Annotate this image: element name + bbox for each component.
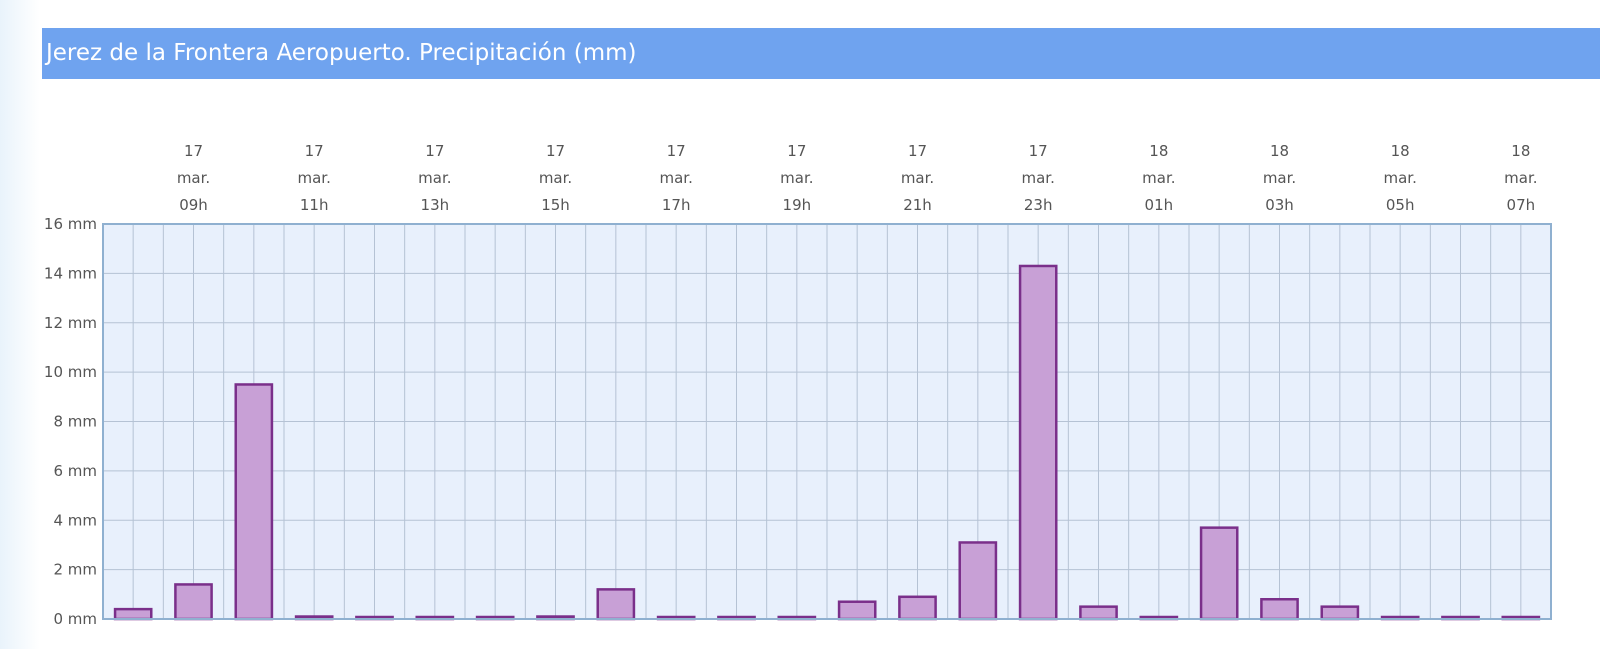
- x-tick-label: 18 mar. 07h: [1504, 142, 1537, 214]
- bar-23h: [1018, 264, 1058, 621]
- y-tick-label: 16 mm: [44, 215, 97, 233]
- bar-03h: [1260, 598, 1299, 621]
- x-tick-label: 17 mar. 11h: [297, 142, 330, 214]
- x-tick-label-line: 09h: [179, 196, 208, 214]
- x-tick-label-line: mar.: [297, 169, 330, 187]
- x-tick-label: 17 mar. 15h: [539, 142, 572, 214]
- plot-frame: [102, 223, 1552, 620]
- bar-04h: [1320, 605, 1360, 621]
- x-tick-label-line: 17: [787, 142, 806, 160]
- background-decoration: [0, 0, 40, 649]
- x-tick-label-line: mar.: [659, 169, 692, 187]
- x-tick-label-line: mar.: [1383, 169, 1416, 187]
- y-tick-label: 4 mm: [53, 511, 97, 529]
- bars: [113, 264, 1541, 621]
- x-axis-ticks: 17 mar. 09h 17 mar. 11h 17 mar. 13h 17 mar. 15h 17 ma…: [177, 142, 1538, 214]
- x-tick-label-line: 23h: [1024, 196, 1053, 214]
- x-tick-label-line: mar.: [1142, 169, 1175, 187]
- x-tick-label-line: mar.: [1504, 169, 1537, 187]
- x-tick-label-line: 17: [184, 142, 203, 160]
- x-tick-label-line: 17: [1029, 142, 1048, 160]
- x-tick-label: 18 mar. 05h: [1383, 142, 1416, 214]
- x-tick-label-line: 01h: [1145, 196, 1174, 214]
- plot-border: [102, 223, 1552, 620]
- y-tick-label: 10 mm: [44, 363, 97, 381]
- x-tick-label-line: 17: [546, 142, 565, 160]
- x-tick-label-line: mar.: [418, 169, 451, 187]
- x-tick-label-line: 13h: [421, 196, 450, 214]
- chart-title: Jerez de la Frontera Aeropuerto. Precipi…: [42, 28, 1600, 79]
- x-tick-label-line: mar.: [1263, 169, 1296, 187]
- x-tick-label: 18 mar. 03h: [1263, 142, 1296, 214]
- x-tick-label-line: 17: [908, 142, 927, 160]
- y-tick-label: 0 mm: [53, 610, 97, 628]
- x-tick-label-line: 15h: [541, 196, 570, 214]
- bar-21h: [898, 595, 937, 621]
- bar-10h: [234, 383, 274, 621]
- x-tick-label-line: 07h: [1507, 196, 1536, 214]
- y-tick-label: 14 mm: [44, 264, 97, 282]
- y-tick-label: 2 mm: [53, 561, 97, 579]
- x-tick-label: 17 mar. 21h: [901, 142, 934, 214]
- y-tick-label: 12 mm: [44, 314, 97, 332]
- x-tick-label: 17 mar. 23h: [1021, 142, 1054, 214]
- bar-08h: [113, 607, 153, 621]
- x-tick-label-line: mar.: [539, 169, 572, 187]
- x-tick-label-line: 18: [1511, 142, 1530, 160]
- x-tick-label-line: 21h: [903, 196, 932, 214]
- x-tick-label-line: 19h: [783, 196, 812, 214]
- x-tick-label-line: 05h: [1386, 196, 1415, 214]
- x-tick-label: 17 mar. 09h: [177, 142, 210, 214]
- x-tick-label-line: 17: [425, 142, 444, 160]
- bar-22h: [958, 541, 998, 621]
- x-tick-label-line: mar.: [177, 169, 210, 187]
- x-tick-label: 17 mar. 19h: [780, 142, 813, 214]
- bar-02h: [1199, 526, 1239, 621]
- y-tick-label: 6 mm: [53, 462, 97, 480]
- bar-16h: [596, 588, 636, 621]
- bar-20h: [837, 600, 877, 621]
- x-tick-label-line: 18: [1270, 142, 1289, 160]
- x-tick-label-line: 17: [667, 142, 686, 160]
- x-tick-label: 17 mar. 13h: [418, 142, 451, 214]
- y-tick-label: 8 mm: [53, 413, 97, 431]
- bar-09h: [174, 583, 213, 621]
- x-tick-label-line: mar.: [780, 169, 813, 187]
- x-tick-label-line: 17h: [662, 196, 691, 214]
- x-tick-label-line: 18: [1391, 142, 1410, 160]
- x-tick-label: 18 mar. 01h: [1142, 142, 1175, 214]
- x-tick-label-line: 03h: [1265, 196, 1294, 214]
- x-tick-label-line: mar.: [1021, 169, 1054, 187]
- x-tick-label-line: 11h: [300, 196, 329, 214]
- y-axis-ticks: 0 mm 2 mm 4 mm 6 mm 8 mm 10 mm 12 mm 14 mm 16 mm: [44, 215, 97, 628]
- x-tick-label-line: mar.: [901, 169, 934, 187]
- x-tick-label: 17 mar. 17h: [659, 142, 692, 214]
- x-tick-label-line: 17: [305, 142, 324, 160]
- x-tick-label-line: 18: [1149, 142, 1168, 160]
- bar-00h: [1079, 605, 1118, 621]
